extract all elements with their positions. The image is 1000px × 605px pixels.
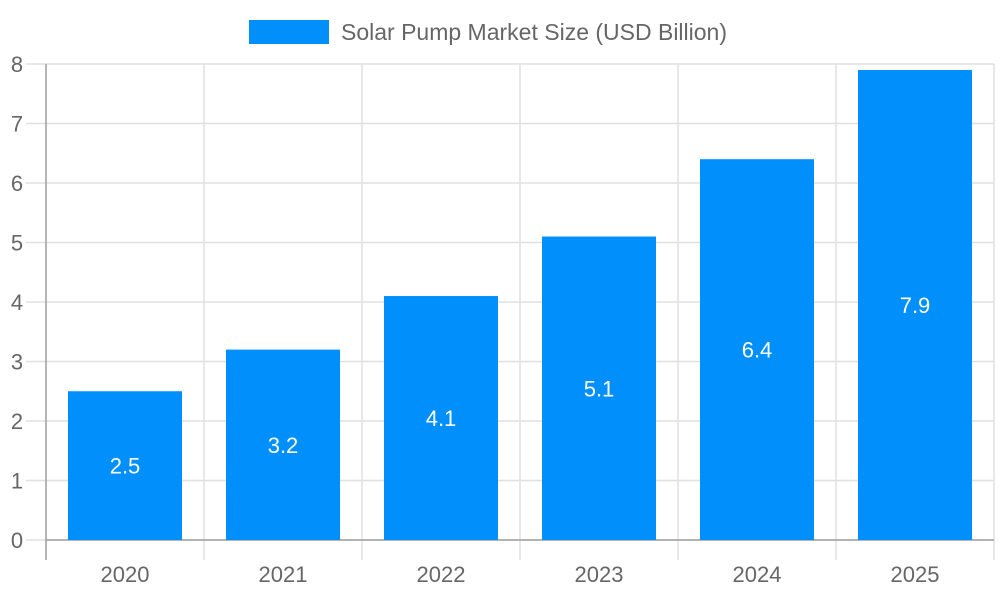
y-tick-label: 7 <box>11 112 23 137</box>
bar <box>384 296 498 540</box>
legend-swatch <box>249 20 329 44</box>
x-tick-label: 2023 <box>575 562 624 587</box>
legend-label: Solar Pump Market Size (USD Billion) <box>341 19 727 45</box>
y-tick-label: 1 <box>11 469 23 494</box>
data-label: 4.1 <box>426 406 457 431</box>
x-tick-label: 2025 <box>891 562 940 587</box>
x-tick-label: 2024 <box>733 562 782 587</box>
tick-labels: 0 1 2 3 4 5 6 7 8 2020 2021 2022 2023 2024 2025 <box>11 52 940 587</box>
y-tick-label: 3 <box>11 350 23 375</box>
y-tick-label: 5 <box>11 231 23 256</box>
x-tick-label: 2022 <box>417 562 466 587</box>
data-label: 3.2 <box>268 433 299 458</box>
data-label: 2.5 <box>110 454 141 479</box>
grid <box>26 63 995 560</box>
y-tick-label: 8 <box>11 52 23 77</box>
bar <box>226 349 340 540</box>
bar <box>542 236 656 541</box>
bar <box>68 391 182 540</box>
x-tick-label: 2020 <box>101 562 150 587</box>
y-tick-label: 0 <box>11 528 23 553</box>
data-label: 7.9 <box>900 293 931 318</box>
data-label: 6.4 <box>742 338 773 363</box>
y-tick-label: 2 <box>11 409 23 434</box>
bars: 2.5 3.2 4.1 5.1 6.4 7.9 <box>68 69 972 541</box>
legend[interactable]: Solar Pump Market Size (USD Billion) <box>249 19 727 45</box>
y-tick-label: 6 <box>11 171 23 196</box>
data-label: 5.1 <box>584 376 615 401</box>
bar <box>700 159 814 540</box>
bar <box>858 69 972 540</box>
x-tick-label: 2021 <box>259 562 308 587</box>
y-tick-label: 4 <box>11 290 23 315</box>
